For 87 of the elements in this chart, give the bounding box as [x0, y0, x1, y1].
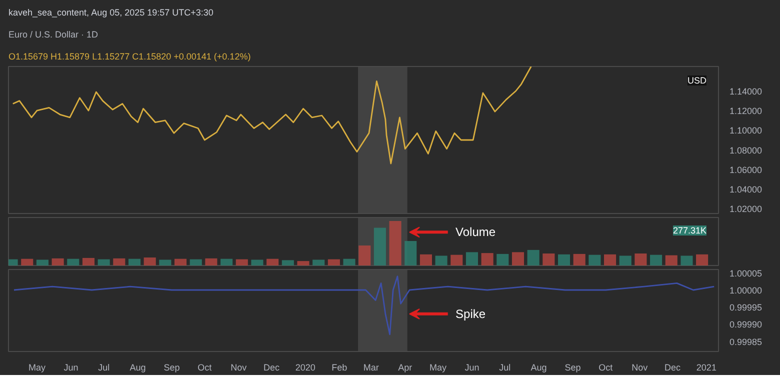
y-tick-label: 1.00005: [730, 268, 762, 278]
bar: [297, 261, 310, 266]
bar: [21, 258, 34, 266]
x-tick-label: 2021: [696, 362, 716, 372]
bar: [236, 259, 248, 266]
x-tick-label: Jun: [464, 362, 480, 372]
bar: [251, 260, 264, 266]
x-tick-label: Apr: [398, 362, 412, 372]
y-tick-label: 0.99995: [730, 302, 762, 313]
bar: [634, 254, 647, 266]
bar: [358, 246, 371, 266]
bar: [588, 254, 601, 266]
x-tick-label: May: [28, 362, 46, 372]
bar: [404, 241, 417, 266]
x-tick-label: Mar: [363, 362, 379, 372]
x-tick-label: Jul: [98, 362, 110, 372]
bar: [665, 255, 678, 266]
y-tick-label: 1.06000: [730, 164, 762, 175]
x-tick-label: Oct: [598, 362, 614, 372]
bar: [650, 254, 662, 266]
bar: [159, 260, 172, 266]
x-tick-label: Aug: [130, 362, 146, 372]
y-tick-label: 1.10000: [730, 126, 762, 136]
y-tick-label: 1.04000: [730, 184, 762, 194]
annotation: Volume: [456, 225, 496, 240]
bar: [128, 258, 141, 266]
bar: [174, 258, 187, 266]
x-tick-label: Jun: [64, 362, 78, 372]
bar: [328, 259, 340, 266]
x-tick-label: Feb: [332, 362, 348, 372]
x-tick-label: Jul: [499, 362, 511, 372]
y-tick-label: 1.02000: [730, 204, 762, 214]
bar: [435, 256, 448, 266]
annotation: USD: [688, 76, 707, 86]
bar: [420, 254, 432, 266]
x-tick-label: May: [430, 362, 448, 372]
line-series: [13, 276, 715, 336]
bar: [527, 250, 540, 266]
bar: [98, 259, 110, 266]
bar: [205, 258, 218, 266]
bar: [82, 258, 95, 266]
x-tick-label: Aug: [530, 362, 547, 372]
bar: [558, 254, 570, 266]
y-tick-label: 1.12000: [730, 106, 762, 116]
bar: [190, 259, 202, 266]
bar: [573, 254, 586, 266]
bar: [542, 254, 555, 266]
x-tick-label: Nov: [230, 362, 248, 372]
x-tick-label: Dec: [263, 362, 280, 372]
annotation: Spike: [456, 306, 486, 321]
bar: [619, 256, 632, 266]
chart-title: Euro / U.S. Dollar · 1D: [8, 30, 99, 40]
bar: [220, 258, 233, 266]
text: kaveh_sea_content, Aug 05, 2025 19:57 UTC+3:30: [8, 8, 214, 18]
bar: [512, 252, 524, 266]
chart-subtitle: O1.15679 H1.15879 L1.15277 C1.15820 +0.00141 (+0.12%): [8, 52, 251, 62]
bar: [312, 260, 325, 266]
bar: [266, 258, 279, 266]
bar: [52, 258, 64, 266]
bar: [481, 253, 494, 266]
y-tick-label: 0.99990: [730, 320, 762, 330]
bar: [496, 254, 509, 266]
y-tick-label: 1.08000: [730, 145, 762, 156]
bar: [67, 258, 80, 266]
annotation: 277.31K: [672, 226, 706, 236]
bar: [282, 260, 294, 266]
x-tick-label: Sep: [564, 362, 581, 372]
x-tick-label: Dec: [664, 362, 681, 372]
bar: [466, 252, 478, 266]
bar: [374, 228, 386, 266]
bar: [680, 256, 693, 266]
bar: [144, 258, 156, 266]
bar: [604, 254, 616, 266]
bar: [113, 258, 126, 266]
line-series: [12, 66, 532, 164]
bar: [389, 221, 402, 266]
bar: [343, 258, 356, 266]
y-tick-label: 0.99985: [730, 336, 762, 347]
x-tick-label: Nov: [632, 362, 648, 372]
bar: [450, 254, 463, 266]
bar: [36, 260, 48, 266]
bar: [696, 254, 708, 266]
x-tick-label: Sep: [164, 362, 180, 372]
y-tick-label: 1.14000: [730, 86, 762, 96]
y-tick-label: 1.00000: [730, 286, 762, 296]
x-tick-label: Oct: [198, 362, 212, 372]
x-tick-label: 2020: [295, 362, 316, 372]
